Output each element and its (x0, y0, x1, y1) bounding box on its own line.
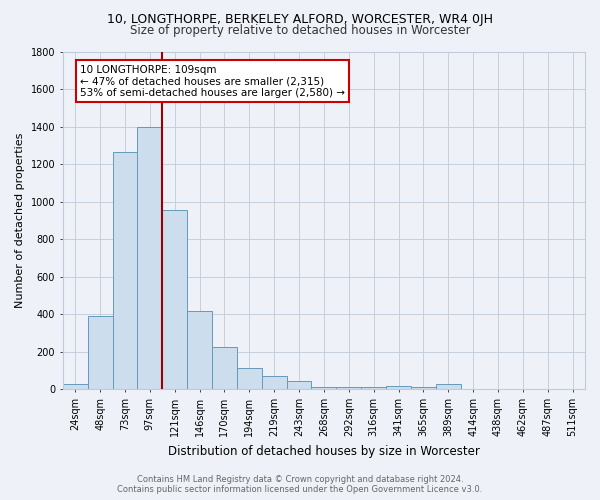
Bar (386, 386, 411, 389)
Bar (88, 316, 113, 389)
X-axis label: Distribution of detached houses by size in Worcester: Distribution of detached houses by size … (168, 444, 480, 458)
Text: Contains HM Land Registry data © Crown copyright and database right 2024.
Contai: Contains HM Land Registry data © Crown c… (118, 474, 482, 494)
Text: 10 LONGTHORPE: 109sqm
← 47% of detached houses are smaller (2,315)
53% of semi-d: 10 LONGTHORPE: 109sqm ← 47% of detached … (80, 64, 345, 98)
Bar (411, 388, 436, 389)
Bar (287, 380, 311, 389)
Y-axis label: Number of detached properties: Number of detached properties (15, 132, 25, 308)
Text: Size of property relative to detached houses in Worcester: Size of property relative to detached ho… (130, 24, 470, 37)
Bar (361, 388, 386, 389)
Bar (311, 388, 337, 389)
Bar (212, 347, 237, 389)
Bar (63, 384, 88, 389)
Bar (337, 388, 361, 389)
Bar (436, 384, 461, 389)
Bar (162, 210, 187, 389)
Text: 10, LONGTHORPE, BERKELEY ALFORD, WORCESTER, WR4 0JH: 10, LONGTHORPE, BERKELEY ALFORD, WORCEST… (107, 12, 493, 26)
Bar (187, 312, 212, 389)
Bar (262, 376, 287, 389)
Bar (113, 152, 137, 389)
Bar (237, 368, 262, 389)
Bar (137, 128, 162, 389)
